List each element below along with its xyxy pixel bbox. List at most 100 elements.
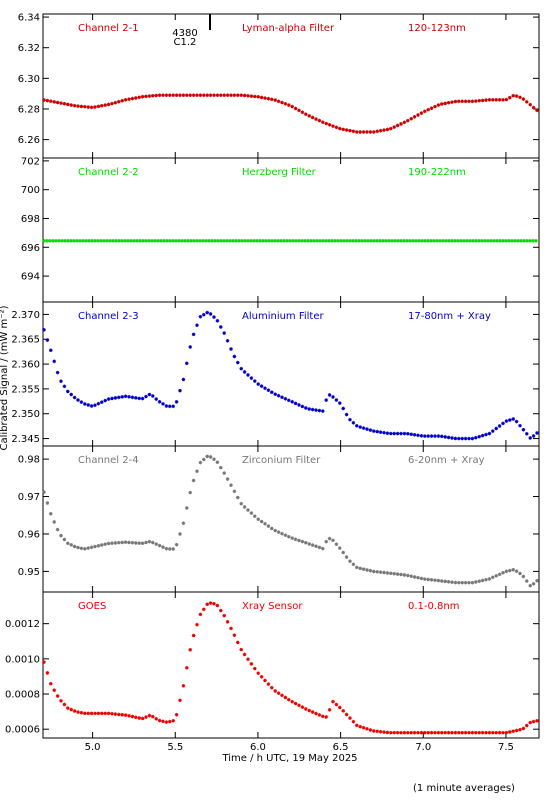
flare-marker: 4380 C1.2 <box>172 14 211 48</box>
data-point <box>443 730 447 735</box>
data-point <box>365 727 369 731</box>
data-point <box>385 127 390 132</box>
channel-label: Channel 2-3 <box>78 311 139 322</box>
data-point <box>60 239 64 243</box>
data-point <box>419 433 424 438</box>
data-point <box>191 332 196 337</box>
data-point <box>75 239 79 243</box>
data-point <box>441 239 445 243</box>
data-points <box>42 93 539 134</box>
data-point <box>48 239 52 243</box>
data-point <box>409 730 413 735</box>
y-tick-label: 700 <box>21 185 40 196</box>
data-point <box>96 401 101 406</box>
data-point <box>528 239 532 243</box>
data-point <box>450 239 454 243</box>
data-point <box>198 460 203 465</box>
y-tick-label: 2.370 <box>11 310 40 321</box>
data-point <box>426 239 430 243</box>
data-point <box>402 573 407 577</box>
data-point <box>508 418 512 422</box>
data-point <box>498 239 502 243</box>
data-point <box>270 390 274 395</box>
data-point <box>256 671 260 675</box>
data-point <box>76 545 80 550</box>
data-point <box>69 103 73 107</box>
data-point <box>385 730 390 735</box>
data-point <box>317 408 322 413</box>
data-point <box>100 400 104 404</box>
y-tick-label: 696 <box>21 243 40 254</box>
data-point <box>300 705 305 709</box>
data-point <box>51 239 55 243</box>
data-point <box>69 239 73 243</box>
data-point <box>399 239 403 243</box>
data-point <box>280 693 284 698</box>
data-point <box>120 239 124 243</box>
data-point <box>297 108 301 113</box>
data-point <box>263 522 267 526</box>
data-point <box>416 113 420 117</box>
panel-2: 694 696 698 700 702 Channel 2-2 Herzberg Filte… <box>21 156 540 303</box>
data-point <box>208 312 213 316</box>
data-point <box>96 239 100 243</box>
data-point <box>511 93 515 98</box>
data-point <box>87 239 91 243</box>
data-point <box>232 633 237 637</box>
data-point <box>433 730 437 735</box>
data-point <box>321 120 325 124</box>
data-point <box>351 129 356 134</box>
data-point <box>303 239 307 243</box>
data-point <box>42 98 46 102</box>
y-tick-label: 2.350 <box>11 409 40 420</box>
data-point <box>219 465 223 470</box>
data-point <box>86 546 90 550</box>
data-point <box>186 239 190 243</box>
data-point <box>212 315 216 319</box>
data-point <box>89 404 94 408</box>
data-point <box>99 239 103 243</box>
data-point <box>191 633 196 638</box>
data-point <box>513 239 517 243</box>
data-point <box>198 93 203 97</box>
data-point <box>495 239 499 243</box>
data-point <box>334 542 339 546</box>
data-point <box>174 239 178 243</box>
data-point <box>447 239 451 243</box>
data-point <box>372 569 376 574</box>
panel-frame <box>42 591 540 739</box>
data-point <box>387 239 391 243</box>
data-point <box>135 239 139 243</box>
data-point <box>463 436 468 441</box>
data-point <box>63 239 67 243</box>
x-tick-label: 7.0 <box>415 742 431 753</box>
data-point <box>225 620 230 624</box>
data-point <box>528 102 532 107</box>
data-point <box>228 239 232 243</box>
data-point <box>188 490 192 495</box>
data-point <box>283 396 288 401</box>
data-point <box>177 239 181 243</box>
data-point <box>102 239 106 243</box>
data-point <box>96 543 101 548</box>
data-point <box>317 713 322 717</box>
data-point <box>42 328 46 332</box>
data-point <box>341 127 345 132</box>
data-point <box>345 239 349 243</box>
data-point <box>491 575 495 580</box>
data-point <box>307 114 311 118</box>
data-point <box>487 730 492 735</box>
data-point <box>358 130 362 134</box>
data-point <box>467 436 471 441</box>
data-point <box>501 239 505 243</box>
data-point <box>120 98 124 103</box>
data-point <box>62 384 67 389</box>
data-point <box>474 435 478 440</box>
panel-frame <box>42 13 540 159</box>
data-point <box>253 514 257 518</box>
data-point <box>168 719 172 724</box>
data-point <box>171 719 175 723</box>
data-point <box>42 660 46 664</box>
data-point <box>450 100 454 104</box>
data-point <box>463 99 468 104</box>
